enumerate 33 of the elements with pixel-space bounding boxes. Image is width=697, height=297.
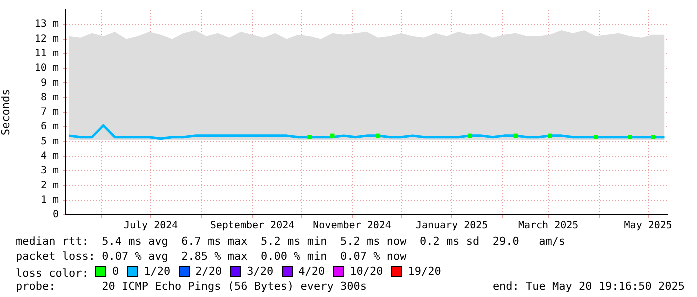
legend-label: 0 (112, 265, 120, 278)
text: median rtt: 5.4 ms avg 6.7 ms max 5.2 ms min 5.2 ms now 0.2 ms sd 29.0 am/s (16, 235, 566, 248)
legend-label: 4/20 (298, 265, 326, 278)
y-tick-label: 10 m (34, 63, 59, 74)
x-tick-label: September 2024 (210, 220, 295, 232)
y-tick-label: 12 m (34, 34, 59, 45)
x-tick-label: July 2024 (124, 220, 178, 232)
x-tick-label: November 2024 (313, 220, 392, 232)
y-tick-label: 9 m (40, 78, 59, 89)
legend-title: loss color: (16, 267, 90, 280)
y-tick-label: 3 m (40, 166, 59, 177)
y-axis-title: Seconds (0, 89, 12, 136)
y-tick-label: 13 m (34, 19, 59, 30)
y-tick-label: 7 m (40, 107, 59, 118)
x-tick-label: January 2025 (416, 220, 488, 232)
y-tick-label: 0 (52, 210, 59, 221)
legend-label: 10/20 (350, 265, 384, 278)
x-tick-label: March 2025 (518, 220, 579, 232)
legend-label: 2/20 (196, 265, 222, 278)
y-tick-label: 2 m (40, 180, 59, 192)
y-tick-label: 5 m (40, 136, 59, 148)
y-tick-label: 1 m (40, 194, 59, 206)
legend-label: 1/20 (144, 265, 171, 278)
y-tick-label: 11 m (34, 48, 59, 60)
x-tick-label: May 2025 (624, 220, 672, 232)
text: end: Tue May 20 19:16:50 2025 (492, 280, 685, 293)
legend-label: 19/20 (408, 265, 442, 278)
y-tick-label: 6 m (40, 122, 59, 133)
y-tick-label: 8 m (40, 92, 59, 104)
legend-label: 3/20 (247, 265, 274, 278)
y-tick-label: 4 m (40, 151, 59, 162)
text: packet loss: 0.07 % avg 2.85 % max 0.00 % min 0.07 % now (16, 250, 407, 263)
text: probe: 20 ICMP Echo Pings (56 Bytes) every 300s (16, 280, 367, 293)
